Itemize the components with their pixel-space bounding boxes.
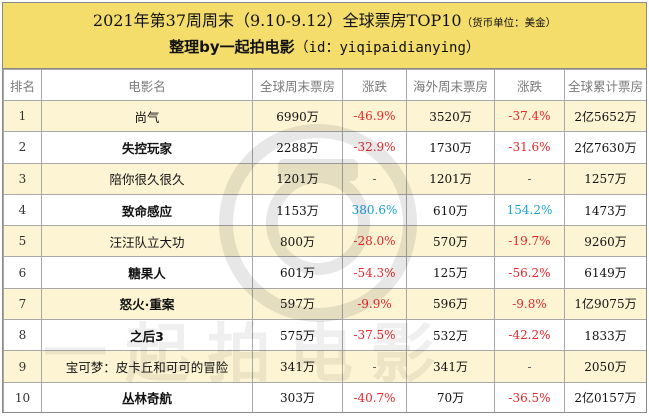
cell-overseas-change: -31.6%: [494, 131, 565, 164]
cell-rank: 9: [3, 350, 42, 383]
cell-overseas-weekend: 70万: [406, 381, 495, 412]
cell-global-weekend: 800万: [252, 225, 343, 258]
table-row: 5 汪汪队立大功 800万 -28.0% 570万 -19.7% 9260万: [3, 225, 646, 258]
table-row: 4 致命感应 1153万 380.6% 610万 154.2% 1473万: [3, 193, 646, 227]
cell-overseas-weekend: 596万: [406, 287, 495, 321]
cell-global-weekend: 6990万: [252, 99, 343, 133]
cell-global-change: -54.3%: [342, 256, 407, 289]
subtitle-credit: 整理by一起拍电影: [169, 38, 295, 56]
cell-overseas-weekend: 3520万: [406, 99, 495, 133]
cell-rank: 10: [3, 381, 42, 412]
cell-global-change: -37.5%: [342, 319, 407, 352]
cell-overseas-change: -42.2%: [494, 319, 565, 352]
table-row: 3 陪你很久很久 1201万 -1201万 -1257万: [3, 162, 646, 195]
cell-global-change: 380.6%: [342, 193, 407, 227]
column-header-rank: 排名: [3, 69, 42, 101]
box-office-table-card: 2021年第37周周末（9.10-9.12）全球票房TOP10（货币单位：美金）…: [2, 2, 647, 413]
cell-movie-name: 丛林奇航: [41, 381, 253, 412]
cell-overseas-weekend: 125万: [406, 256, 495, 289]
cell-overseas-change: -: [494, 350, 565, 383]
cell-overseas-weekend: 610万: [406, 193, 495, 227]
cell-movie-name: 之后3: [41, 319, 253, 352]
table-row: 6 糖果人 601万 -54.3% 125万 -56.2% 6149万: [3, 256, 646, 289]
cell-global-total: 9260万: [564, 225, 646, 258]
cell-global-weekend: 1153万: [252, 193, 343, 227]
column-header-row: 排名 电影名 全球周末票房 涨跌 海外周末票房 涨跌 全球累计票房: [3, 69, 646, 101]
cell-global-change: -46.9%: [342, 99, 407, 133]
table-header-banner: 2021年第37周周末（9.10-9.12）全球票房TOP10（货币单位：美金）…: [3, 3, 646, 69]
cell-movie-name: 尚气: [41, 99, 253, 133]
cell-rank: 2: [3, 131, 42, 164]
cell-overseas-change: -: [494, 162, 565, 195]
cell-global-change: -: [342, 162, 407, 195]
cell-rank: 5: [3, 225, 42, 258]
column-header-overseas-change: 涨跌: [494, 69, 565, 101]
cell-movie-name: 致命感应: [41, 193, 253, 227]
cell-global-weekend: 303万: [252, 381, 343, 412]
cell-overseas-weekend: 532万: [406, 319, 495, 352]
box-office-table: 排名 电影名 全球周末票房 涨跌 海外周末票房 涨跌 全球累计票房 1 尚气 699…: [3, 69, 646, 412]
cell-movie-name: 糖果人: [41, 256, 253, 289]
cell-global-total: 1473万: [564, 193, 646, 227]
cell-global-change: -9.9%: [342, 287, 407, 321]
cell-global-weekend: 341万: [252, 350, 343, 383]
cell-overseas-weekend: 1730万: [406, 131, 495, 164]
cell-global-total: 2亿5652万: [564, 99, 646, 133]
table-title: 2021年第37周周末（9.10-9.12）全球票房TOP10（货币单位：美金）: [3, 9, 646, 35]
cell-movie-name: 失控玩家: [41, 131, 253, 164]
table-row: 9 宝可梦：皮卡丘和可可的冒险 341万 -341万 -2050万: [3, 350, 646, 383]
cell-global-total: 1833万: [564, 319, 646, 352]
cell-global-change: -28.0%: [342, 225, 407, 258]
cell-global-change: -32.9%: [342, 131, 407, 164]
currency-note: （货币单位：美金）: [461, 17, 557, 29]
table-row: 7 怒火·重案 597万 -9.9% 596万 -9.8% 1亿9075万: [3, 287, 646, 321]
cell-rank: 1: [3, 99, 42, 133]
cell-global-weekend: 597万: [252, 287, 343, 321]
table-row: 1 尚气 6990万 -46.9% 3520万 -37.4% 2亿5652万: [3, 99, 646, 133]
column-header-global-change: 涨跌: [342, 69, 407, 101]
table-row: 2 失控玩家 2288万 -32.9% 1730万 -31.6% 2亿7630万: [3, 131, 646, 164]
table-row: 8 之后3 575万 -37.5% 532万 -42.2% 1833万: [3, 319, 646, 352]
cell-global-weekend: 1201万: [252, 162, 343, 195]
cell-rank: 4: [3, 193, 42, 227]
title-text: 2021年第37周周末（9.10-9.12）全球票房TOP10: [92, 11, 462, 30]
cell-global-total: 1257万: [564, 162, 646, 195]
cell-global-weekend: 2288万: [252, 131, 343, 164]
cell-global-total: 6149万: [564, 256, 646, 289]
table-subtitle: 整理by一起拍电影（id：yiqipaidianying）: [3, 35, 646, 60]
cell-rank: 8: [3, 319, 42, 352]
cell-rank: 3: [3, 162, 42, 195]
table-row: 10 丛林奇航 303万 -40.7% 70万 -36.5% 2亿0157万: [3, 381, 646, 412]
cell-global-total: 1亿9075万: [564, 287, 646, 321]
cell-overseas-weekend: 1201万: [406, 162, 495, 195]
cell-overseas-change: -37.4%: [494, 99, 565, 133]
cell-movie-name: 怒火·重案: [41, 287, 253, 321]
cell-overseas-change: -19.7%: [494, 225, 565, 258]
cell-global-weekend: 575万: [252, 319, 343, 352]
cell-overseas-weekend: 341万: [406, 350, 495, 383]
cell-movie-name: 汪汪队立大功: [41, 225, 253, 258]
cell-global-change: -40.7%: [342, 381, 407, 412]
column-header-global-weekend: 全球周末票房: [252, 69, 343, 101]
column-header-global-total: 全球累计票房: [564, 69, 646, 101]
subtitle-id: （id：yiqipaidianying）: [294, 40, 480, 56]
cell-global-weekend: 601万: [252, 256, 343, 289]
cell-movie-name: 宝可梦：皮卡丘和可可的冒险: [41, 350, 253, 383]
cell-overseas-change: -36.5%: [494, 381, 565, 412]
cell-overseas-change: 154.2%: [494, 193, 565, 227]
cell-rank: 6: [3, 256, 42, 289]
column-header-movie: 电影名: [41, 69, 253, 101]
cell-global-total: 2050万: [564, 350, 646, 383]
cell-movie-name: 陪你很久很久: [41, 162, 253, 195]
cell-overseas-change: -9.8%: [494, 287, 565, 321]
cell-global-change: -: [342, 350, 407, 383]
cell-global-total: 2亿7630万: [564, 131, 646, 164]
cell-global-total: 2亿0157万: [564, 381, 646, 412]
cell-overseas-change: -56.2%: [494, 256, 565, 289]
cell-overseas-weekend: 570万: [406, 225, 495, 258]
column-header-overseas-weekend: 海外周末票房: [406, 69, 495, 101]
cell-rank: 7: [3, 287, 42, 321]
